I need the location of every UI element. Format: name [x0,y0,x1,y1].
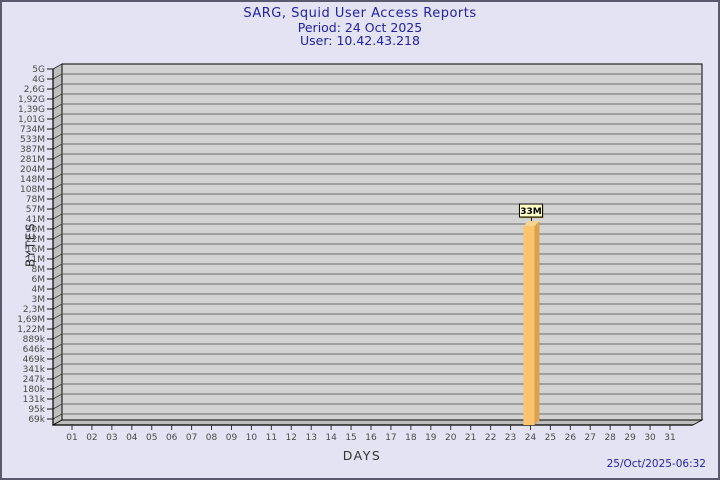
x-tick-label: 02 [86,433,97,443]
y-tick-label: 646k [23,345,46,355]
y-tick-label: 1,01G [18,115,45,125]
x-tick-label: 21 [465,433,476,443]
y-tick-label: 204M [20,165,45,175]
x-tick-label: 19 [425,433,437,443]
x-tick-label: 09 [226,433,238,443]
plot-area [61,63,703,421]
y-axis-title: BYTES [23,222,38,267]
x-tick-label: 27 [585,433,596,443]
x-tick-label: 08 [206,433,218,443]
x-tick-label: 05 [146,433,157,443]
y-tick-label: 1,92G [18,95,45,105]
y-tick-label: 1,39G [18,105,45,115]
x-tick-label: 10 [246,433,258,443]
y-tick-label: 180k [23,385,46,395]
y-tick-label: 6M [32,275,46,285]
y-tick-label: 2,3M [23,305,45,315]
x-tick-label: 03 [106,433,117,443]
chart-period: Period: 24 Oct 2025 [297,20,423,35]
y-tick-label: 41M [26,215,45,225]
y-tick-label: 22M [26,235,45,245]
x-tick-label: 13 [305,433,316,443]
value-box [518,203,543,218]
y-tick-label: 95k [28,405,45,415]
x-tick-label: 29 [624,433,636,443]
y-tick-label: 2,6G [24,85,45,95]
y-tick-label: 16M [26,245,45,255]
x-tick-label: 15 [345,433,356,443]
x-tick-label: 18 [405,433,417,443]
x-tick-label: 25 [545,433,556,443]
chart-title: SARG, Squid User Access Reports [243,6,477,21]
y-tick-label: 4M [32,285,46,295]
x-tick-label: 01 [66,433,77,443]
x-tick-label: 20 [445,433,457,443]
chart-header: SARG, Squid User Access Reports Period: … [2,6,718,48]
y-tick-label: 131k [23,395,46,405]
y-tick-label: 281M [20,155,45,165]
x-tick-label: 30 [644,433,656,443]
x-tick-label: 06 [166,433,178,443]
x-axis-title: DAYS [342,448,382,463]
y-tick-label: 108M [20,185,45,195]
generation-timestamp: 25/Oct/2025-06:32 [606,458,706,470]
x-axis: 01 02 03 04 05 06 07 08 09 10 11 12 13 14 15 16 17 18 19 20… [66,425,676,443]
y-tick-label: 247k [23,375,46,385]
x-tick-label: 16 [365,433,377,443]
x-tick-label: 22 [485,433,496,443]
y-tick-label: 8M [32,265,46,275]
x-tick-label: 17 [385,433,396,443]
y-tick-label: 5G [32,65,45,75]
y-tick-label: 1,69M [17,315,45,325]
x-tick-label: 26 [565,433,577,443]
bar-value-label: 33M [520,207,542,217]
y-tick-label: 734M [20,125,45,135]
y-tick-label: 3M [32,295,46,305]
bar-day-24: 33M [518,203,544,425]
y-tick-label: 4G [32,75,45,85]
y-tick-label: 69k [28,415,45,425]
y-tick-label: 30M [26,225,45,235]
y-tick-label: 11M [26,255,45,265]
y-tick-label: 469k [23,355,46,365]
x-tick-label: 07 [186,433,197,443]
y-tick-label: 533M [20,135,45,145]
y-tick-label: 889k [23,335,46,345]
x-tick-label: 11 [266,433,277,443]
x-tick-label: 24 [525,433,537,443]
x-tick-label: 31 [664,433,675,443]
chart-user: User: 10.42.43.218 [300,33,420,48]
y-tick-label: 78M [26,195,45,205]
y-tick-label: 148M [20,175,45,185]
x-tick-label: 14 [325,433,337,443]
x-tick-label: 12 [286,433,297,443]
x-tick-label: 23 [505,433,516,443]
x-tick-label: 04 [126,433,138,443]
y-tick-label: 1,22M [17,325,45,335]
x-tick-label: 28 [604,433,616,443]
y-axis: 5G4G2,6G1,92G1,39G1,01G734M533M387M281M2… [17,63,702,425]
y-tick-label: 387M [20,145,45,155]
y-tick-label: 341k [23,365,46,375]
y-tick-label: 57M [26,205,45,215]
